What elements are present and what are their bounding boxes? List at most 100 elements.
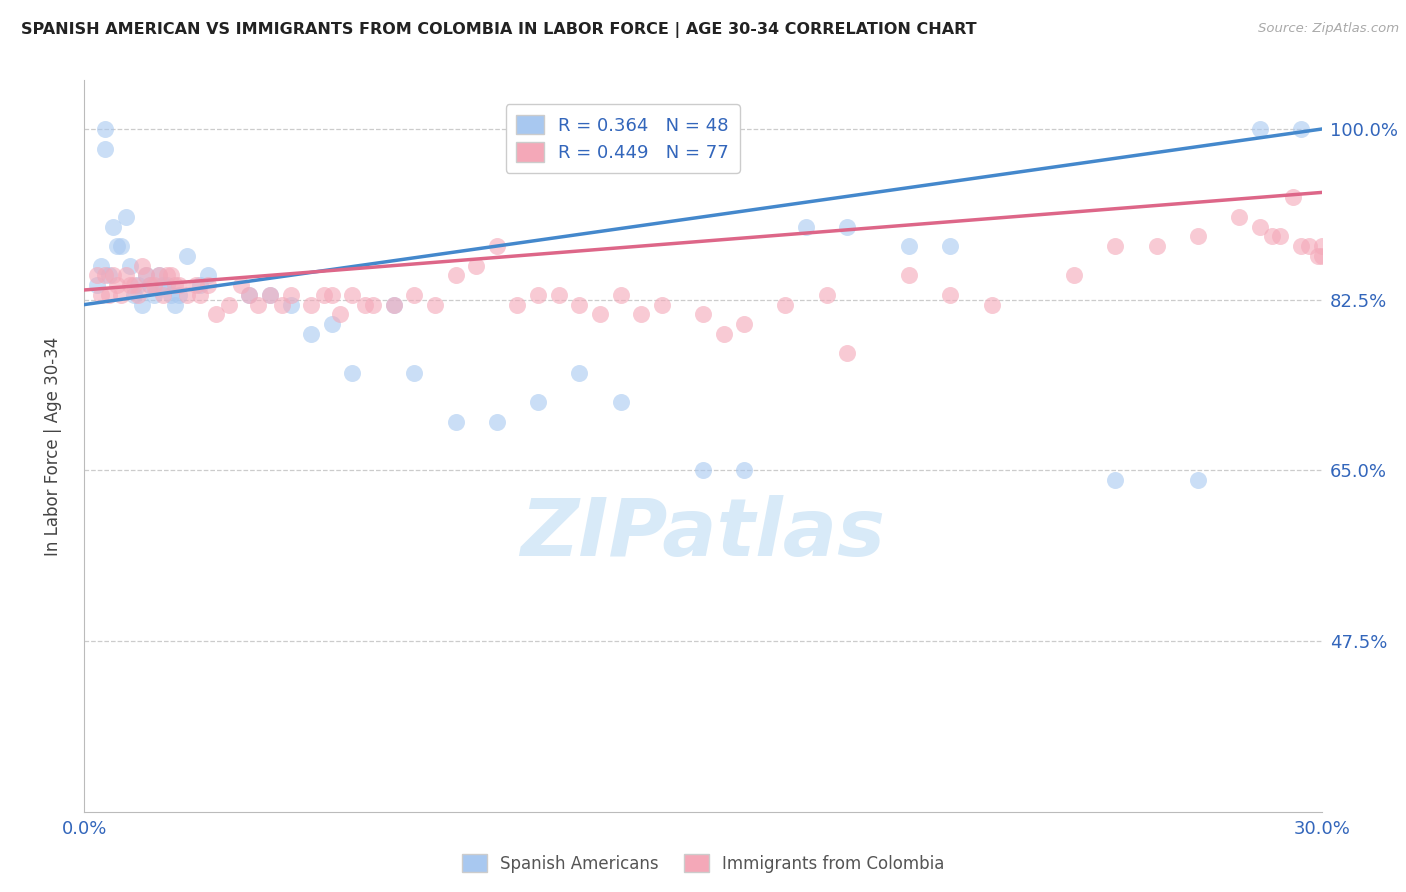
Point bbox=[361, 297, 384, 311]
Point bbox=[152, 288, 174, 302]
Y-axis label: In Labor Force | Age 30-34: In Labor Force | Age 30-34 bbox=[44, 336, 62, 556]
Point bbox=[238, 288, 260, 302]
Point bbox=[127, 278, 149, 293]
Point bbox=[98, 288, 121, 302]
Point bbox=[329, 307, 352, 321]
Legend: Spanish Americans, Immigrants from Colombia: Spanish Americans, Immigrants from Colom… bbox=[456, 847, 950, 880]
Point bbox=[86, 268, 108, 283]
Point bbox=[238, 288, 260, 302]
Point bbox=[733, 317, 755, 331]
Point bbox=[713, 326, 735, 341]
Point bbox=[794, 219, 817, 234]
Point bbox=[692, 463, 714, 477]
Point bbox=[94, 142, 117, 156]
Point bbox=[218, 297, 240, 311]
Point bbox=[135, 268, 157, 283]
Point bbox=[342, 366, 364, 380]
Point bbox=[1249, 122, 1271, 136]
Point bbox=[1310, 239, 1333, 253]
Point bbox=[980, 297, 1002, 311]
Point bbox=[152, 278, 174, 293]
Point bbox=[188, 288, 211, 302]
Point bbox=[139, 278, 162, 293]
Point bbox=[837, 219, 859, 234]
Point bbox=[103, 219, 125, 234]
Point bbox=[423, 297, 446, 311]
Point bbox=[105, 278, 128, 293]
Point bbox=[547, 288, 569, 302]
Point bbox=[148, 268, 170, 283]
Point bbox=[143, 288, 166, 302]
Point bbox=[692, 307, 714, 321]
Point bbox=[527, 395, 550, 409]
Point bbox=[609, 395, 631, 409]
Point bbox=[939, 239, 962, 253]
Point bbox=[90, 259, 112, 273]
Point bbox=[321, 288, 343, 302]
Point bbox=[485, 239, 508, 253]
Point bbox=[299, 326, 322, 341]
Point bbox=[444, 268, 467, 283]
Point bbox=[1306, 249, 1329, 263]
Point bbox=[167, 278, 190, 293]
Point bbox=[131, 297, 153, 311]
Point bbox=[733, 463, 755, 477]
Point bbox=[651, 297, 673, 311]
Point bbox=[105, 239, 128, 253]
Point bbox=[630, 307, 652, 321]
Point bbox=[148, 268, 170, 283]
Point bbox=[382, 297, 405, 311]
Point bbox=[568, 366, 591, 380]
Point bbox=[197, 268, 219, 283]
Point bbox=[118, 259, 141, 273]
Point bbox=[1310, 249, 1333, 263]
Point bbox=[131, 259, 153, 273]
Point bbox=[1104, 473, 1126, 487]
Point bbox=[1261, 229, 1284, 244]
Point bbox=[1227, 210, 1250, 224]
Point bbox=[184, 278, 207, 293]
Point bbox=[114, 268, 136, 283]
Point bbox=[1063, 268, 1085, 283]
Point bbox=[312, 288, 335, 302]
Point bbox=[205, 307, 228, 321]
Point bbox=[815, 288, 838, 302]
Text: Source: ZipAtlas.com: Source: ZipAtlas.com bbox=[1258, 22, 1399, 36]
Point bbox=[299, 297, 322, 311]
Point bbox=[1270, 229, 1292, 244]
Point bbox=[609, 288, 631, 302]
Point bbox=[90, 288, 112, 302]
Point bbox=[1187, 229, 1209, 244]
Point bbox=[1281, 190, 1303, 204]
Point bbox=[342, 288, 364, 302]
Point bbox=[1104, 239, 1126, 253]
Point bbox=[444, 415, 467, 429]
Point bbox=[1289, 122, 1312, 136]
Point bbox=[939, 288, 962, 302]
Point bbox=[280, 297, 302, 311]
Point bbox=[1249, 219, 1271, 234]
Point bbox=[271, 297, 294, 311]
Point bbox=[898, 268, 921, 283]
Point bbox=[167, 288, 190, 302]
Point bbox=[122, 278, 145, 293]
Text: SPANISH AMERICAN VS IMMIGRANTS FROM COLOMBIA IN LABOR FORCE | AGE 30-34 CORRELAT: SPANISH AMERICAN VS IMMIGRANTS FROM COLO… bbox=[21, 22, 977, 38]
Point bbox=[165, 297, 187, 311]
Point bbox=[127, 288, 149, 302]
Point bbox=[321, 317, 343, 331]
Point bbox=[506, 297, 529, 311]
Point bbox=[465, 259, 488, 273]
Point bbox=[94, 268, 117, 283]
Point bbox=[156, 268, 179, 283]
Text: ZIPatlas: ZIPatlas bbox=[520, 495, 886, 573]
Point bbox=[160, 288, 183, 302]
Point bbox=[1298, 239, 1320, 253]
Point bbox=[589, 307, 612, 321]
Legend: R = 0.364   N = 48, R = 0.449   N = 77: R = 0.364 N = 48, R = 0.449 N = 77 bbox=[506, 104, 740, 173]
Point bbox=[165, 278, 187, 293]
Point bbox=[1146, 239, 1168, 253]
Point bbox=[246, 297, 269, 311]
Point bbox=[118, 278, 141, 293]
Point bbox=[382, 297, 405, 311]
Point bbox=[176, 249, 198, 263]
